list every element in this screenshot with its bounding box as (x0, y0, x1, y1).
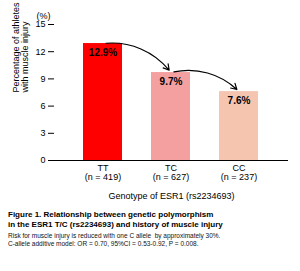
html-text:Figure 1. Relationship between: Figure 1. Relationship between genetic p… (8, 210, 223, 229)
svg-text:6: 6 (40, 101, 45, 111)
svg-text:12: 12 (35, 47, 45, 57)
svg-text:7.6%: 7.6% (228, 95, 251, 106)
svg-text:9: 9 (40, 74, 45, 84)
svg-text:9.7%: 9.7% (160, 76, 183, 87)
html-text:Risk for muscle injury is redu: Risk for muscle injury is reduced with o… (8, 232, 221, 247)
svg-text:Genotype of ESR1 (rs2234693): Genotype of ESR1 (rs2234693) (108, 191, 234, 201)
svg-text:12.9%: 12.9% (89, 47, 117, 58)
svg-text:CC(n = 237): CC(n = 237) (221, 163, 257, 182)
svg-text:TC(n = 627): TC(n = 627) (153, 163, 189, 182)
svg-text:0: 0 (40, 155, 45, 165)
svg-text:15: 15 (35, 19, 46, 30)
svg-text:(%): (%) (37, 11, 51, 21)
svg-text:Percentage of athleteswith mus: Percentage of athleteswith muscle injury (11, 2, 30, 94)
svg-text:TT(n = 419): TT(n = 419) (85, 163, 121, 182)
svg-text:3: 3 (40, 128, 45, 138)
